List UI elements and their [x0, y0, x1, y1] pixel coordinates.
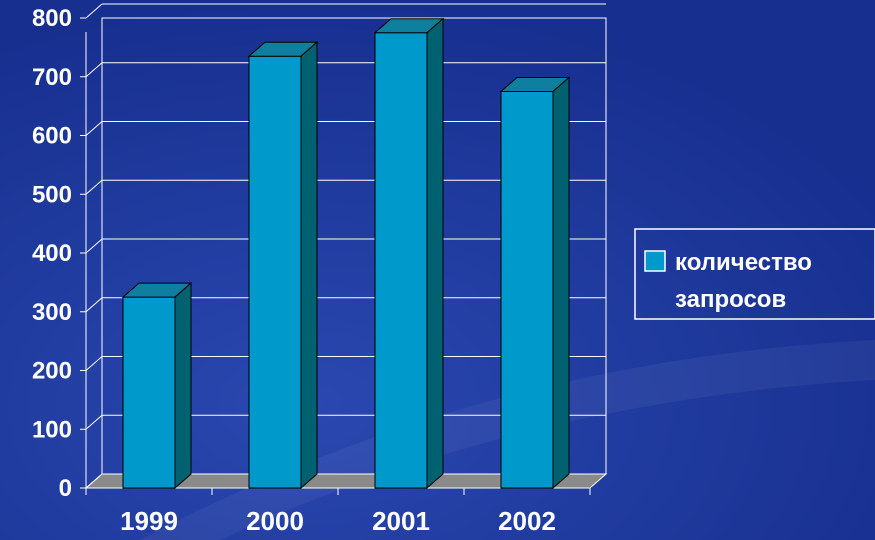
bar-side-2002: [552, 76, 570, 490]
y-tick-diagonal: [85, 62, 103, 78]
background-swoosh: [140, 340, 875, 540]
y-tick-diagonal: [85, 414, 103, 430]
y-tick-diagonal: [85, 356, 103, 371]
bar-side-1999: [174, 281, 192, 490]
chart-back-wall: [101, 17, 607, 475]
y-tick-diagonal: [85, 179, 103, 195]
bar-1999: [122, 296, 176, 489]
y-tick-label: 800: [32, 5, 72, 32]
y-tick-label: 200: [32, 358, 72, 385]
x-tick-label: 1999: [120, 506, 178, 536]
bar-2001: [374, 32, 428, 489]
x-tick-label: 2000: [246, 506, 304, 536]
y-tick-label: 300: [32, 299, 72, 326]
x-tick-label: 2001: [372, 506, 430, 536]
y-tick-diagonal: [85, 473, 103, 489]
legend-label-line2: запросов: [675, 286, 786, 313]
legend-swatch: [644, 250, 666, 272]
y-tick-diagonal: [85, 3, 103, 19]
bar-2002: [500, 90, 554, 489]
y-tick-diagonal: [85, 238, 103, 254]
y-tick-label: 600: [32, 123, 72, 150]
bar-side-2000: [300, 41, 318, 490]
y-tick-label: 500: [32, 181, 72, 208]
y-tick-label: 400: [32, 240, 72, 267]
y-tick-diagonal: [85, 297, 103, 313]
y-tick-label: 700: [32, 64, 72, 91]
y-tick-label: 100: [32, 416, 72, 443]
bar-side-2001: [426, 17, 444, 490]
y-tick-label: 0: [59, 475, 72, 502]
legend-box: [634, 228, 875, 320]
legend: количество запросов: [634, 228, 875, 320]
bar-2000: [248, 55, 302, 489]
legend-label-line1: количество: [675, 249, 812, 276]
x-tick-label: 2002: [498, 506, 556, 536]
plot-area: 0 100 200 300 400 500 600 700 800 1999 2000 2001 200…: [32, 3, 608, 536]
y-tick-diagonal: [85, 121, 103, 136]
